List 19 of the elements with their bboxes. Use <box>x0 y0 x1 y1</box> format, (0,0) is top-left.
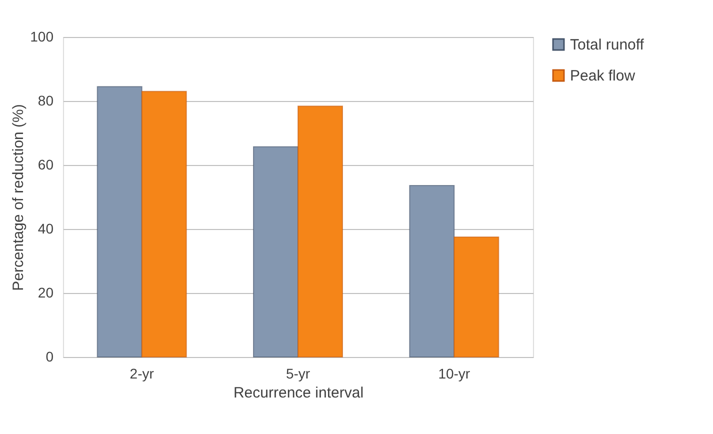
y-tick-label: 100 <box>30 28 54 44</box>
y-tick-label: 20 <box>38 284 54 300</box>
legend-label: Total runoff <box>570 36 645 54</box>
x-tick-label: 2-yr <box>130 366 154 382</box>
x-axis-title: Recurrence interval <box>233 384 364 402</box>
y-tick-label: 80 <box>38 92 54 108</box>
x-tick-label: 5-yr <box>286 366 310 382</box>
bar <box>141 90 187 358</box>
y-tick-label: 40 <box>38 220 54 236</box>
bar <box>454 236 500 358</box>
y-tick-label: 60 <box>38 156 54 172</box>
bar <box>96 86 142 358</box>
bar <box>298 106 343 358</box>
bar <box>409 184 455 358</box>
x-tick-label: 10-yr <box>438 366 470 382</box>
legend-label: Peak flow <box>570 68 636 84</box>
y-tick-label: 0 <box>46 348 54 364</box>
bar <box>253 146 298 358</box>
y-axis-title: Percentage of reduction (%) <box>10 104 28 291</box>
